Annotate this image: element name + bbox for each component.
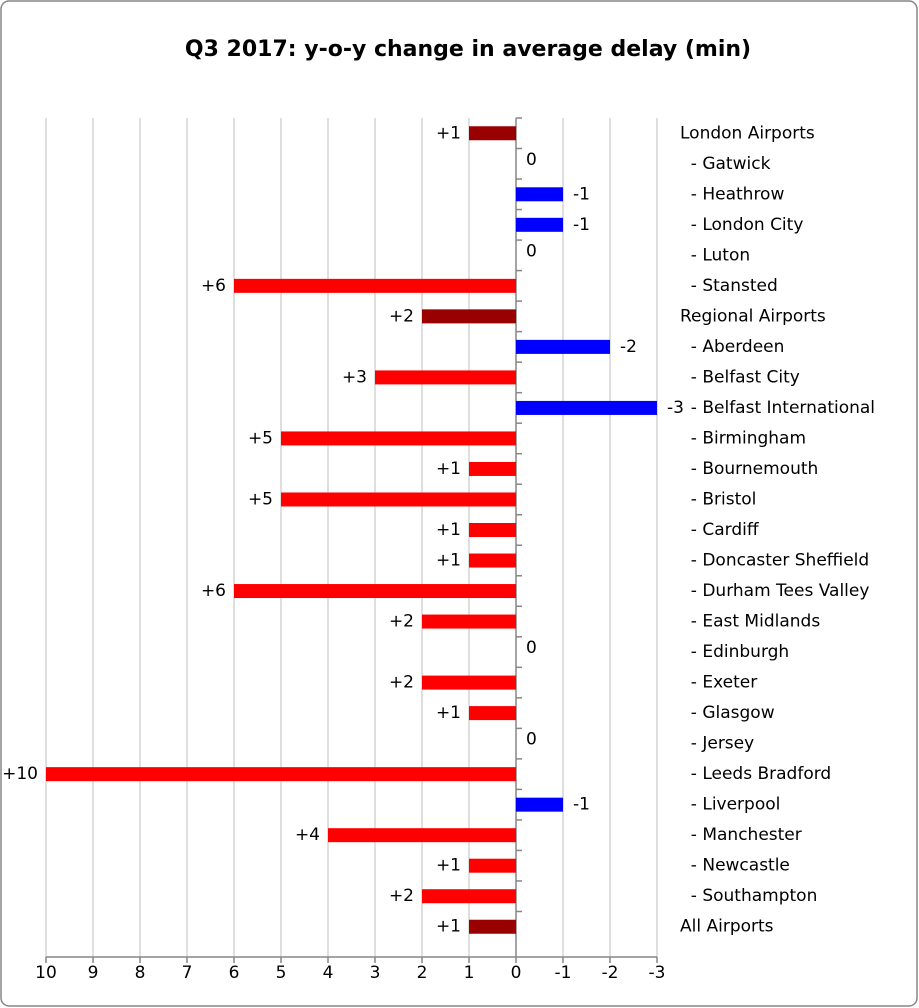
value-label: +1 bbox=[436, 123, 461, 143]
bar bbox=[469, 523, 516, 537]
value-label: +6 bbox=[201, 581, 226, 601]
category-label: All Airports bbox=[680, 917, 774, 937]
x-tick-label: 10 bbox=[35, 963, 57, 983]
bar bbox=[234, 278, 516, 293]
value-label: -1 bbox=[573, 184, 590, 204]
bar bbox=[422, 675, 516, 690]
bar bbox=[516, 797, 563, 812]
bar bbox=[469, 919, 516, 934]
value-label: +3 bbox=[342, 367, 367, 387]
value-label: -1 bbox=[573, 215, 590, 235]
chart-title: Q3 2017: y-o-y change in average delay (… bbox=[185, 37, 751, 62]
category-label: - Aberdeen bbox=[680, 337, 784, 357]
value-label: 0 bbox=[526, 730, 537, 750]
value-label: +2 bbox=[389, 306, 414, 326]
value-label: +5 bbox=[248, 428, 273, 448]
value-label: +2 bbox=[389, 886, 414, 906]
bar bbox=[516, 187, 563, 202]
category-label: - Edinburgh bbox=[680, 642, 789, 662]
x-tick-label: 7 bbox=[182, 963, 193, 983]
category-label: - Bristol bbox=[680, 489, 756, 509]
category-label: - Newcastle bbox=[680, 856, 790, 876]
bar bbox=[375, 370, 516, 385]
category-label: - Luton bbox=[680, 245, 750, 265]
value-label: -2 bbox=[620, 337, 637, 357]
x-tick-label: 3 bbox=[370, 963, 381, 983]
x-tick-label: 8 bbox=[135, 963, 146, 983]
category-label: - Durham Tees Valley bbox=[680, 581, 869, 601]
x-tick-label: -3 bbox=[649, 963, 666, 983]
value-label: +1 bbox=[436, 703, 461, 723]
value-label: +6 bbox=[201, 276, 226, 296]
bar bbox=[328, 828, 516, 843]
x-tick-label: 9 bbox=[88, 963, 99, 983]
category-label: - Heathrow bbox=[680, 184, 784, 204]
x-tick-label: 5 bbox=[276, 963, 287, 983]
value-label: +1 bbox=[436, 551, 461, 571]
bar bbox=[281, 431, 516, 446]
category-label: - Gatwick bbox=[680, 154, 771, 174]
value-label: -3 bbox=[667, 398, 684, 418]
x-tick-label: 0 bbox=[511, 963, 522, 983]
bar bbox=[469, 461, 516, 476]
value-label: +2 bbox=[389, 612, 414, 632]
category-label: - East Midlands bbox=[680, 612, 820, 632]
bar bbox=[469, 858, 516, 873]
category-label: - Stansted bbox=[680, 276, 778, 296]
bar bbox=[469, 126, 516, 141]
category-label: - Manchester bbox=[680, 825, 802, 845]
category-label: - Cardiff bbox=[680, 520, 760, 540]
bar bbox=[422, 309, 516, 324]
x-tick-label: 4 bbox=[323, 963, 334, 983]
category-label: - Exeter bbox=[680, 673, 757, 693]
bar bbox=[234, 584, 516, 599]
value-label: -1 bbox=[573, 795, 590, 815]
x-tick-label: -1 bbox=[555, 963, 572, 983]
value-label: +10 bbox=[2, 764, 38, 784]
category-label: - Birmingham bbox=[680, 428, 806, 448]
category-label: - Leeds Bradford bbox=[680, 764, 831, 784]
value-label: 0 bbox=[526, 638, 537, 658]
bar bbox=[46, 767, 516, 782]
value-label: 0 bbox=[526, 150, 537, 170]
category-label: - Bournemouth bbox=[680, 459, 818, 479]
category-label: - Southampton bbox=[680, 886, 817, 906]
category-label: - Belfast International bbox=[680, 398, 875, 418]
value-label: +4 bbox=[295, 825, 320, 845]
bar bbox=[422, 614, 516, 629]
value-label: +1 bbox=[436, 520, 461, 540]
category-label: Regional Airports bbox=[680, 306, 826, 326]
bar bbox=[516, 217, 563, 232]
x-tick-label: 2 bbox=[417, 963, 428, 983]
value-label: +2 bbox=[389, 673, 414, 693]
category-label: - Jersey bbox=[680, 734, 754, 754]
category-label: - Liverpool bbox=[680, 795, 780, 815]
category-label: - Glasgow bbox=[680, 703, 775, 723]
bar bbox=[516, 339, 610, 354]
bar bbox=[469, 706, 516, 721]
value-label: +1 bbox=[436, 856, 461, 876]
bar bbox=[422, 889, 516, 904]
category-label: London Airports bbox=[680, 123, 815, 143]
x-tick-label: 1 bbox=[464, 963, 475, 983]
value-label: +1 bbox=[436, 917, 461, 937]
x-tick-label: -2 bbox=[602, 963, 619, 983]
value-label: +1 bbox=[436, 459, 461, 479]
category-label: - London City bbox=[680, 215, 803, 235]
bar bbox=[469, 553, 516, 568]
value-label: +5 bbox=[248, 489, 273, 509]
x-tick-label: 6 bbox=[229, 963, 240, 983]
bar bbox=[281, 492, 516, 507]
value-label: 0 bbox=[526, 241, 537, 261]
bar bbox=[516, 400, 657, 415]
category-label: - Doncaster Sheffield bbox=[680, 551, 869, 571]
category-label: - Belfast City bbox=[680, 367, 800, 387]
